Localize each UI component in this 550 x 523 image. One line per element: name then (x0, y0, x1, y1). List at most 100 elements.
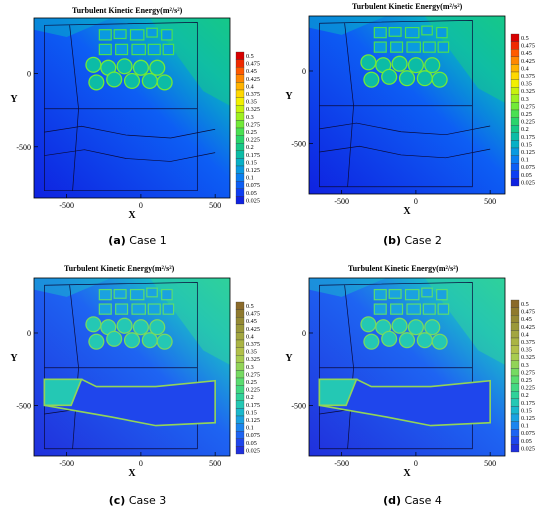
y-axis-label: Y (10, 94, 18, 105)
legend-label: 0.3 (521, 96, 529, 103)
legend-label: 0.325 (521, 88, 535, 95)
tank (360, 54, 377, 71)
legend-label: 0.425 (246, 326, 260, 333)
legend-label: 0.15 (246, 409, 257, 416)
site-boundary (319, 19, 473, 188)
tank (360, 316, 377, 333)
caption-text: Case 4 (404, 494, 442, 507)
tank (407, 57, 424, 74)
legend-swatch (510, 178, 520, 187)
legend-label: 0.3 (521, 362, 529, 369)
legend-label: 0.025 (521, 179, 535, 186)
tank (85, 56, 102, 73)
legend-label: 0.1 (246, 175, 254, 182)
tke-contour-plot: -500 0 500 0 -500 X Y 0.50.4750.450.4250.40.375… (285, 277, 535, 479)
legend-label: 0.275 (246, 371, 260, 378)
site-road (44, 125, 216, 139)
legend-swatch (510, 299, 520, 308)
legend-swatch (510, 421, 520, 430)
building-block (131, 43, 146, 56)
tank (416, 332, 433, 349)
tank (106, 330, 123, 347)
panel-title: Turbulent Kinetic Energy(m²/s²) (72, 6, 183, 15)
x-tick-label: -500 (59, 201, 74, 210)
wall-band-left (43, 378, 83, 407)
x-tick-label: -500 (334, 459, 349, 468)
legend-swatch (510, 87, 520, 95)
legend-swatch (510, 140, 520, 149)
y-tick-label: -500 (16, 143, 31, 152)
legend-label: 0.35 (246, 349, 257, 356)
legend-swatch (235, 377, 245, 386)
building-block (129, 29, 145, 41)
legend-label: 0.3 (246, 364, 254, 371)
legend-label: 0.375 (521, 339, 535, 346)
legend-label: 0.05 (521, 172, 532, 179)
legend-swatch (235, 112, 245, 121)
legend-swatch (235, 332, 245, 341)
legend-label: 0.025 (246, 447, 260, 454)
legend-label: 0.5 (246, 303, 254, 310)
legend-swatch (235, 385, 245, 394)
legend-swatch (510, 406, 520, 415)
legend-swatch (510, 56, 520, 65)
building-block (113, 288, 127, 299)
site-boundary (44, 22, 198, 192)
tank (132, 319, 149, 336)
building-block (146, 27, 158, 38)
building-block (161, 288, 173, 301)
legend-label: 0.325 (521, 354, 535, 361)
inflow-region (309, 278, 387, 297)
site-road (319, 145, 491, 159)
legend-swatch (235, 431, 245, 439)
x-tick-label: 0 (139, 459, 143, 468)
legend-label: 0.225 (521, 119, 535, 126)
legend-label: 0.45 (521, 316, 532, 323)
legend-swatch (235, 158, 245, 167)
tank (416, 70, 433, 87)
legend-label: 0.05 (521, 438, 532, 445)
legend-swatch (235, 309, 245, 318)
legend-swatch (235, 127, 245, 136)
legend-label: 0.125 (246, 417, 260, 424)
legend-swatch (510, 125, 520, 133)
building-block (421, 25, 433, 36)
y-tick-label: 0 (27, 329, 31, 338)
legend-label: 0.25 (521, 377, 532, 384)
legend-swatch (510, 322, 520, 331)
tank (141, 332, 158, 349)
wall-band (43, 378, 216, 427)
axes-frame (308, 15, 506, 195)
legend-swatch (235, 150, 245, 159)
legend-swatch (235, 301, 245, 310)
legend-swatch (510, 307, 520, 316)
legend-swatch (510, 163, 520, 171)
legend-swatch (510, 429, 520, 437)
legend-label: 0.275 (521, 369, 535, 376)
legend-swatch (510, 109, 520, 118)
x-tick-label: 500 (484, 197, 496, 206)
legend-label: 0.025 (521, 445, 535, 452)
inflow-region (34, 278, 112, 297)
site-road (344, 285, 354, 449)
legend-label: 0.4 (521, 65, 529, 72)
legend-swatch (510, 94, 520, 103)
building-block (162, 303, 175, 315)
legend-swatch (510, 383, 520, 392)
legend-label: 0.125 (246, 167, 260, 174)
legend-label: 0.45 (246, 68, 257, 75)
legend-swatch (235, 317, 245, 325)
legend-swatch (235, 165, 245, 174)
legend-swatch (235, 181, 245, 189)
caption-text: Case 3 (128, 494, 167, 507)
legend-label: 0.1 (521, 423, 529, 430)
legend-swatch (235, 105, 245, 113)
site-road (344, 23, 354, 187)
legend-label: 0.175 (521, 400, 535, 407)
caption-letter: (b) (383, 234, 401, 247)
tank (141, 72, 158, 90)
wall-band-left (318, 378, 358, 407)
tank (156, 74, 173, 91)
legend-swatch (235, 339, 245, 348)
legend-label: 0.3 (246, 114, 254, 121)
